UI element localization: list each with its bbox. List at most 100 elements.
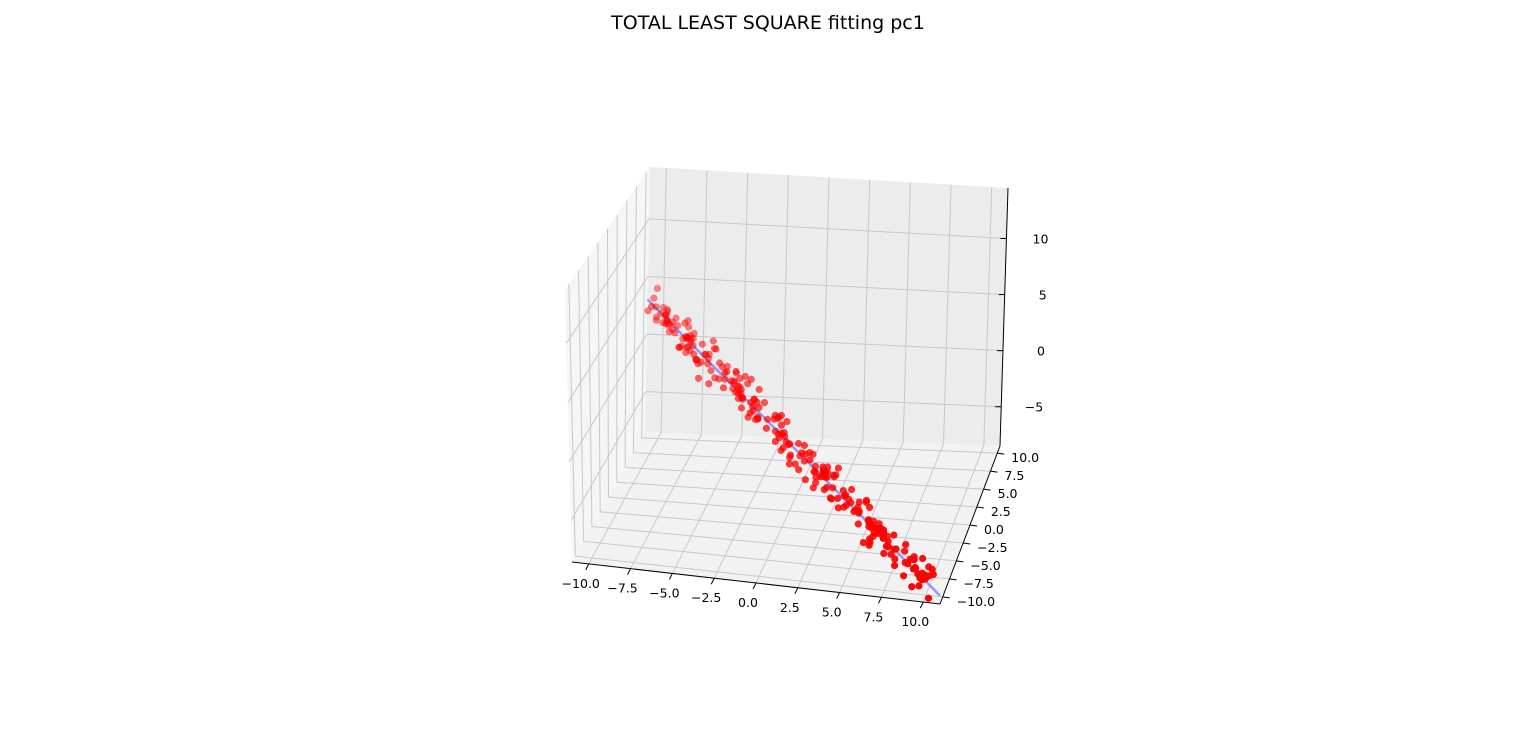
- data-point: [744, 380, 752, 388]
- data-point: [854, 520, 862, 528]
- data-point: [891, 561, 899, 570]
- z-tick-label: 0: [1037, 344, 1045, 359]
- data-point: [705, 380, 713, 388]
- data-point: [718, 363, 726, 371]
- data-point: [737, 404, 746, 412]
- data-point: [869, 523, 878, 531]
- data-point: [823, 483, 831, 491]
- data-point: [741, 372, 749, 381]
- data-point: [791, 460, 799, 468]
- data-point: [749, 402, 757, 410]
- data-point: [828, 495, 836, 503]
- data-point: [731, 388, 740, 396]
- grid-line-y: [578, 270, 950, 580]
- data-point: [674, 321, 682, 330]
- data-point: [755, 385, 763, 394]
- data-point: [734, 394, 742, 403]
- data-point: [785, 460, 794, 468]
- data-point: [924, 594, 933, 602]
- data-point: [783, 418, 791, 426]
- data-point: [891, 555, 899, 563]
- grid-line-x: [630, 170, 708, 569]
- data-point: [754, 413, 762, 421]
- grid-line-y: [587, 256, 957, 562]
- chart-title: TOTAL LEAST SQUARE fitting pc1: [611, 12, 925, 34]
- data-point: [890, 531, 898, 539]
- data-point: [690, 329, 698, 337]
- x-tick-mark: [585, 563, 590, 571]
- data-point: [908, 583, 916, 591]
- data-point: [668, 318, 677, 326]
- x-tick-mark: [836, 592, 841, 599]
- data-point: [801, 450, 810, 458]
- data-point: [865, 541, 873, 549]
- data-point: [715, 375, 723, 383]
- data-point: [840, 492, 849, 500]
- data-point: [662, 310, 671, 319]
- data-points: [644, 284, 937, 602]
- x-tick-mark: [794, 587, 799, 594]
- data-point: [862, 498, 870, 506]
- data-point: [866, 503, 874, 511]
- y-tick-mark: [963, 542, 971, 545]
- data-point: [834, 464, 843, 472]
- data-point: [719, 384, 728, 392]
- grid-line-y: [641, 172, 998, 454]
- data-point: [662, 320, 670, 328]
- grid-line-x: [797, 179, 871, 588]
- data-point: [652, 303, 660, 311]
- data-point: [834, 504, 842, 512]
- data-point: [694, 360, 702, 368]
- data-point: [800, 441, 809, 450]
- grid-line-z: [567, 275, 1005, 403]
- data-point: [657, 309, 665, 317]
- data-point: [727, 377, 735, 385]
- data-point: [855, 498, 863, 506]
- data-point: [811, 462, 820, 470]
- data-point: [755, 404, 763, 412]
- data-point: [668, 326, 677, 334]
- data-point: [801, 476, 809, 484]
- y-tick-mark: [942, 596, 950, 599]
- y-tick-mark: [983, 488, 991, 491]
- data-point: [800, 457, 808, 465]
- data-point: [900, 572, 908, 580]
- data-point: [823, 468, 831, 476]
- data-point: [848, 485, 856, 494]
- data-point: [659, 304, 667, 312]
- y-tick-label: 7.5: [1004, 468, 1024, 483]
- data-point: [777, 421, 786, 429]
- data-point: [901, 547, 909, 555]
- x-tick-mark: [668, 573, 673, 580]
- data-point: [818, 472, 827, 480]
- x-tick-label: −5.0: [649, 585, 679, 600]
- data-point: [892, 545, 900, 553]
- data-point: [887, 550, 895, 558]
- data-point: [806, 456, 814, 464]
- data-point: [734, 382, 742, 390]
- data-point: [736, 374, 744, 383]
- data-point: [661, 311, 669, 319]
- back-pane: [645, 167, 1008, 446]
- data-point: [918, 576, 926, 584]
- side-pane: [565, 167, 650, 562]
- data-point: [915, 582, 923, 590]
- data-point: [859, 539, 868, 547]
- data-point: [928, 565, 936, 573]
- data-point: [810, 468, 818, 476]
- y-tick-mark: [997, 452, 1005, 455]
- x-tick-label: 10.0: [901, 614, 929, 629]
- data-point: [830, 473, 838, 481]
- y-tick-mark: [956, 560, 964, 563]
- data-point: [919, 554, 927, 563]
- tick-labels: −10.0 −7.5 −5.0 −2.5 0.0 2.5 5.0 7.5 10.0 −10.0 −7…: [562, 231, 1049, 629]
- data-point: [786, 440, 794, 448]
- grid-line-x: [922, 187, 993, 603]
- y-tick-label: −10.0: [957, 594, 995, 609]
- x-tick-mark: [710, 578, 715, 585]
- data-point: [746, 409, 754, 417]
- z-axis-line: [999, 187, 1009, 447]
- data-point: [723, 368, 731, 376]
- data-point: [704, 360, 712, 368]
